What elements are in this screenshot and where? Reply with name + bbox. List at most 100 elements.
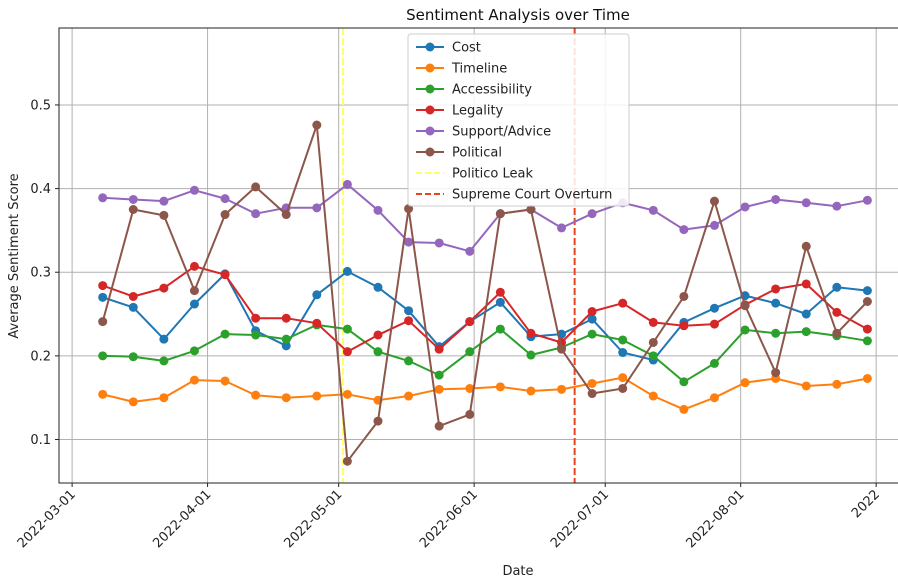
support-advice-line [102,183,868,253]
x-tick-label: 2022-06-01 [417,487,481,551]
legend-label: Cost [452,41,481,56]
political-point [159,210,169,220]
cost-point [159,334,169,344]
cost-point [832,282,842,292]
timeline-point [281,393,291,403]
legality-point [281,313,291,323]
timeline-point [801,381,811,391]
plot-frame [58,27,898,484]
legality-point [220,270,230,280]
accessibility-point [709,358,719,368]
cost-point [771,298,781,308]
legend-label: Timeline [451,62,507,77]
support-advice-point [189,185,199,195]
timeline-point [220,376,230,386]
support-advice-point [373,205,383,215]
timeline-line [102,376,868,411]
cost-point [862,286,872,296]
legality-point [159,283,169,293]
y-tick-label: 0.3 [30,266,51,281]
accessibility-point [862,336,872,346]
legend-box [407,33,630,207]
timeline-point [862,373,872,383]
timeline-point [709,393,719,403]
legality-point [648,317,658,327]
support-advice-point [679,225,689,235]
x-axis-label: Date [502,564,533,579]
accessibility-point [648,351,658,361]
timeline-point [832,379,842,389]
political-point [740,301,750,311]
legend-item-timeline: Timeline [416,62,507,77]
series-political [98,120,872,466]
timeline-point [587,378,597,388]
timeline-point [251,390,261,400]
support-advice-point [312,203,322,213]
political-point [618,383,628,393]
timeline-point [312,391,322,401]
cost-point [342,266,352,276]
accessibility-point [128,352,138,362]
political-point [709,196,719,206]
legality-point [495,287,505,297]
legend-marker [425,147,435,157]
legality-point [404,316,414,326]
political-point [373,416,383,426]
legend-marker [425,63,435,73]
political-point [251,182,261,192]
accessibility-line [102,323,868,383]
political-point [557,344,567,354]
timeline-point [128,397,138,407]
timeline-point [159,393,169,403]
series-accessibility [98,320,872,387]
legend-label: Legality [452,104,504,119]
legality-point [251,313,261,323]
legend: Cost Timeline Accessibility Legality Support… [407,33,630,207]
accessibility-point [342,324,352,334]
accessibility-point [587,329,597,339]
legend-item-cost: Cost [416,41,481,56]
legend-marker [425,126,435,136]
political-point [281,210,291,220]
accessibility-point [251,330,261,340]
legend-label: Support/Advice [452,125,551,140]
legality-point [128,291,138,301]
cost-point [281,341,291,351]
legend-label: Politico Leak [452,167,533,182]
legend-label: Accessibility [452,83,532,98]
legend-item-supreme-court-overturn: Supreme Court Overturn [416,188,612,203]
support-advice-point [128,194,138,204]
y-tick-label: 0.1 [30,433,51,448]
timeline-point [434,384,444,394]
accessibility-point [740,325,750,335]
accessibility-point [220,329,230,339]
accessibility-point [434,370,444,380]
timeline-point [465,383,475,393]
legality-point [587,307,597,317]
legend-item-politico-leak: Politico Leak [416,167,533,182]
cost-point [404,306,414,316]
legality-point [312,318,322,328]
legality-point [465,317,475,327]
political-point [832,328,842,338]
support-advice-point [832,201,842,211]
legality-point [189,261,199,271]
y-axis-ticks: 0.1 0.2 0.3 0.4 0.5 [30,98,59,448]
x-tick-label: 2022-07-01 [548,487,612,551]
accessibility-point [801,327,811,337]
legality-point [526,328,536,338]
x-tick-label: 2022-08-01 [683,487,747,551]
cost-point [98,292,108,302]
timeline-point [679,404,689,414]
cost-point [189,299,199,309]
support-advice-point [862,195,872,205]
support-advice-point [709,220,719,230]
cost-point [312,290,322,300]
political-point [465,409,475,419]
timeline-point [557,384,567,394]
support-advice-point [771,194,781,204]
x-tick-label: 2022 [849,487,883,521]
legality-point [862,324,872,334]
legend-label: Political [452,146,502,161]
support-advice-point [648,205,658,215]
